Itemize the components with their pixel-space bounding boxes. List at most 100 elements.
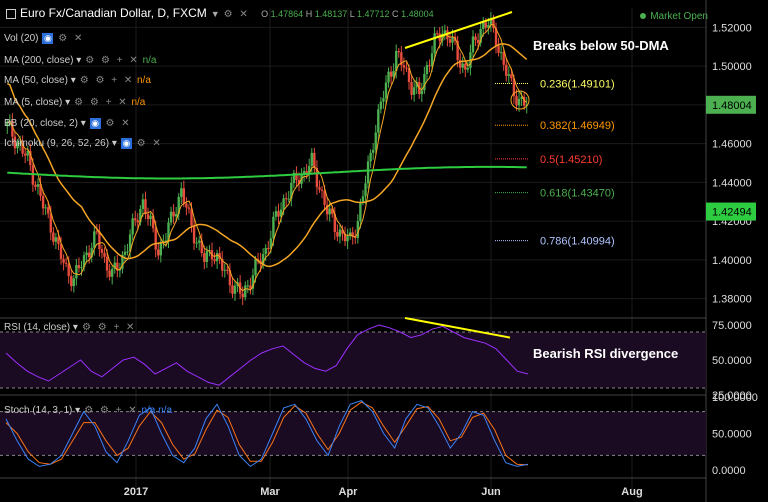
price-tick-label: 1.52000: [712, 22, 752, 34]
candle-body: [67, 263, 70, 277]
candle-body: [464, 63, 467, 70]
rsi-title[interactable]: RSI (14, close): [4, 322, 71, 333]
candle-body: [277, 211, 280, 217]
eye-icon[interactable]: ◉: [89, 118, 101, 129]
low-value: 1.47712: [356, 9, 390, 19]
candle-body: [461, 63, 464, 68]
stoch-title[interactable]: Stoch (14, 3, 1): [4, 405, 73, 416]
candle-body: [123, 251, 127, 255]
candle-body: [308, 166, 311, 175]
rsi-label[interactable]: RSI (14, close) ▾ ⚙ ⚙ + ✕: [4, 322, 137, 333]
time-tick-label: Aug: [621, 486, 642, 498]
indicator-label[interactable]: MA (50, close): [4, 75, 68, 86]
candle-body: [269, 238, 273, 249]
candle-body: [126, 251, 129, 253]
indicator-label[interactable]: MA (200, close): [4, 55, 74, 66]
candle-body: [430, 53, 434, 67]
ma50-line: [6, 43, 528, 268]
candle-body: [141, 199, 145, 210]
candle-body: [167, 222, 170, 241]
candle-body: [366, 161, 370, 184]
candle-body: [325, 204, 329, 215]
candle-body: [213, 259, 216, 262]
candle-body: [320, 189, 324, 191]
dropdown-icon[interactable]: ▼: [210, 9, 220, 19]
candle-body: [52, 232, 55, 242]
candle-body: [29, 150, 32, 166]
candle-body: [295, 172, 298, 181]
candle-body: [351, 232, 354, 238]
moving-averages: [6, 23, 528, 292]
eye-icon[interactable]: ◉: [42, 33, 54, 44]
stoch-band: [0, 411, 706, 456]
price-tick-label: 1.44000: [712, 177, 752, 189]
candle-body: [451, 36, 454, 43]
candle-body: [180, 188, 183, 197]
candle-body: [208, 250, 211, 252]
candle-body: [128, 234, 132, 252]
fib-label: 0.5(1.45210): [540, 154, 602, 166]
indicator-label[interactable]: MA (5, close): [4, 97, 63, 108]
candle-body: [361, 196, 365, 203]
candle-body: [382, 98, 385, 102]
candle-body: [494, 27, 498, 46]
candle-body: [85, 252, 88, 256]
candle-body: [221, 258, 224, 271]
candle-body: [471, 36, 475, 53]
time-tick-label: Mar: [260, 486, 280, 498]
series-buttons[interactable]: ⚙ ✕: [223, 9, 250, 20]
price-axis[interactable]: 1.520001.500001.480001.460001.440001.420…: [706, 22, 756, 306]
candle-body: [254, 259, 257, 276]
candle-body: [75, 265, 78, 279]
indicator-label[interactable]: Ichimoku (9, 26, 52, 26): [4, 138, 110, 149]
candle-body: [95, 231, 99, 233]
collapse-icon[interactable]: [6, 8, 16, 19]
indicator-ma200[interactable]: MA (200, close) ▾ ⚙ ⚙ + ✕ n/a: [4, 55, 157, 66]
indicator-label[interactable]: BB (20, close, 2): [4, 118, 78, 129]
candle-body: [182, 188, 186, 204]
candle-body: [226, 269, 229, 271]
candle-body: [377, 109, 380, 133]
symbol-title[interactable]: Euro Fx/Canadian Dollar, D, FXCM: [20, 6, 207, 20]
stoch-label[interactable]: Stoch (14, 3, 1) ▾ ⚙ ⚙ + ✕ n/a n/a: [4, 405, 173, 416]
market-status: Market Open: [640, 11, 708, 22]
candle-body: [231, 285, 234, 294]
candle-body: [215, 253, 219, 262]
indicator-bb[interactable]: BB (20, close, 2) ▾ ◉ ⚙ ✕: [4, 118, 132, 129]
candle-body: [44, 207, 47, 209]
candle-body: [80, 267, 83, 269]
annotations: Breaks below 50-DMA: [404, 11, 669, 110]
candle-body: [343, 233, 347, 242]
candle-body: [331, 208, 334, 214]
indicator-label[interactable]: Vol (20): [4, 33, 39, 44]
stoch-tick-label: 0.0000: [712, 465, 746, 477]
indicator-vol[interactable]: Vol (20) ◉ ⚙ ✕: [4, 33, 85, 44]
candle-body: [412, 87, 416, 95]
time-tick-label: Apr: [339, 486, 359, 498]
indicator-ma50[interactable]: MA (50, close) ▾ ⚙ ⚙ + ✕ n/a: [4, 75, 151, 86]
eye-icon[interactable]: ◉: [120, 138, 132, 149]
candle-body: [195, 242, 198, 244]
candle-body: [18, 142, 22, 144]
candle-body: [87, 252, 91, 258]
time-tick-label: Jun: [481, 486, 501, 498]
candle-body: [113, 262, 116, 269]
candle-body: [192, 225, 196, 244]
candle-body: [154, 228, 157, 250]
indicator-ichimoku[interactable]: Ichimoku (9, 26, 52, 26) ▾ ◉ ⚙ ✕: [4, 138, 163, 149]
rsi-tick-label: 25.0000: [712, 390, 752, 402]
indicator-ma5[interactable]: MA (5, close) ▾ ⚙ ⚙ + ✕ n/a: [4, 97, 146, 108]
candle-body: [476, 39, 480, 43]
candle-body: [121, 254, 124, 269]
candle-body: [484, 22, 487, 28]
stoch-tick-label: 100.0000: [712, 392, 758, 404]
candle-body: [525, 104, 528, 106]
annotation-breaks-50dma: Breaks below 50-DMA: [533, 38, 669, 53]
candle-body: [6, 122, 9, 127]
high-value: 1.48137: [314, 9, 348, 19]
ohlc-readout: O 1.47864 H 1.48137 L 1.47712 C 1.48004: [261, 9, 434, 19]
candle-body: [267, 247, 270, 249]
candle-body: [23, 153, 27, 156]
candle-body: [333, 213, 337, 232]
time-axis[interactable]: 2017 Mar Apr Jun Aug: [0, 477, 706, 498]
